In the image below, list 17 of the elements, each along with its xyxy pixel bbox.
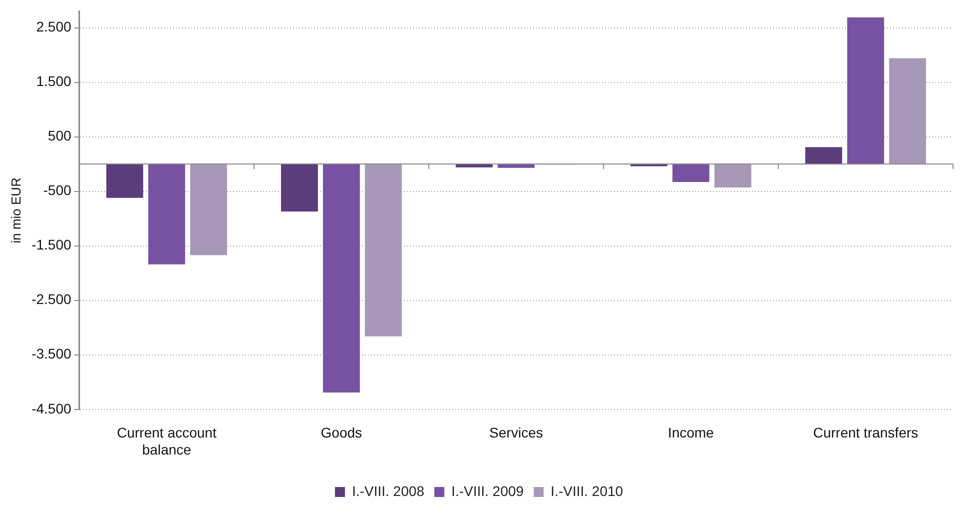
y-tick-label: -500 [43,182,72,198]
y-axis-title: in mio EUR [8,178,24,244]
y-tick-label: 2.500 [36,18,72,35]
y-tick-label: -2.500 [32,291,72,308]
legend-label: I.-VIII. 2009 [451,482,524,499]
x-tick-label: Services [489,424,543,441]
legend-label: I.-VIII. 2010 [550,482,624,499]
y-tick-label: 1.500 [36,73,72,90]
y-tick-label: 500 [48,128,72,144]
y-tick-label: -3.500 [32,346,72,362]
x-tick-label: Goods [320,424,362,441]
y-tick-label: -4.500 [32,400,72,416]
legend-label: I.-VIII. 2008 [352,482,425,499]
y-tick-label: -1.500 [32,236,72,253]
x-tick-label: Current account balance [116,424,217,458]
x-tick-label: Current transfers [813,424,918,441]
x-tick-label: Income [668,424,714,441]
